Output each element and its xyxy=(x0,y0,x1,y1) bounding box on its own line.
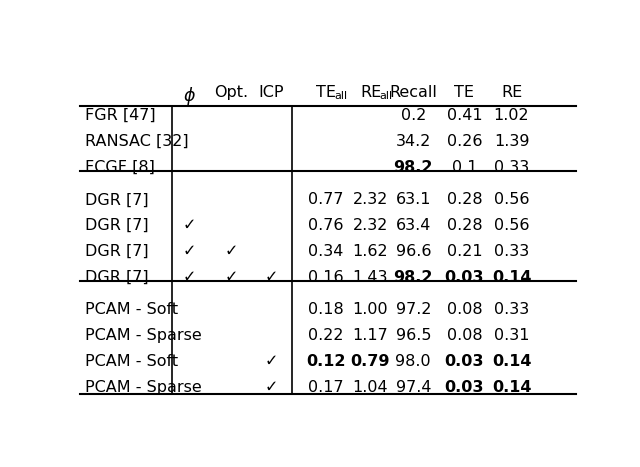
Text: 97.2: 97.2 xyxy=(396,302,431,318)
Text: ✓: ✓ xyxy=(264,380,278,395)
Text: 0.33: 0.33 xyxy=(494,244,529,259)
Text: ✓: ✓ xyxy=(264,354,278,369)
Text: 0.16: 0.16 xyxy=(308,270,343,285)
Text: DGR [7]: DGR [7] xyxy=(85,270,148,285)
Text: 0.08: 0.08 xyxy=(447,302,482,318)
Text: 0.28: 0.28 xyxy=(447,218,482,233)
Text: 0.2: 0.2 xyxy=(401,108,426,123)
Text: 0.14: 0.14 xyxy=(492,380,531,395)
Text: TE: TE xyxy=(316,85,335,100)
Text: DGR [7]: DGR [7] xyxy=(85,218,148,233)
Text: 0.18: 0.18 xyxy=(308,302,344,318)
Text: 98.2: 98.2 xyxy=(394,270,433,285)
Text: ✓: ✓ xyxy=(182,244,196,259)
Text: 1.17: 1.17 xyxy=(352,328,388,343)
Text: 0.1: 0.1 xyxy=(452,160,477,175)
Text: 1.39: 1.39 xyxy=(494,134,529,149)
Text: 2.32: 2.32 xyxy=(353,192,388,207)
Text: ✓: ✓ xyxy=(225,270,238,285)
Text: TE: TE xyxy=(454,85,474,100)
Text: 0.12: 0.12 xyxy=(306,354,345,369)
Text: RANSAC [32]: RANSAC [32] xyxy=(85,134,189,149)
Text: 96.5: 96.5 xyxy=(396,328,431,343)
Text: 0.56: 0.56 xyxy=(494,218,529,233)
Text: 96.6: 96.6 xyxy=(396,244,431,259)
Text: 63.1: 63.1 xyxy=(396,192,431,207)
Text: 97.4: 97.4 xyxy=(396,380,431,395)
Text: 98.0: 98.0 xyxy=(396,354,431,369)
Text: 0.33: 0.33 xyxy=(494,302,529,318)
Text: Recall: Recall xyxy=(389,85,437,100)
Text: ✓: ✓ xyxy=(225,244,238,259)
Text: 1.04: 1.04 xyxy=(353,380,388,395)
Text: PCAM - Soft: PCAM - Soft xyxy=(85,302,178,318)
Text: ✓: ✓ xyxy=(182,218,196,233)
Text: $\phi$: $\phi$ xyxy=(182,85,196,107)
Text: 0.76: 0.76 xyxy=(308,218,343,233)
Text: ✓: ✓ xyxy=(182,270,196,285)
Text: 0.28: 0.28 xyxy=(447,192,482,207)
Text: all: all xyxy=(379,91,392,100)
Text: FGR [47]: FGR [47] xyxy=(85,108,156,123)
Text: 0.31: 0.31 xyxy=(494,328,529,343)
Text: 0.03: 0.03 xyxy=(445,270,484,285)
Text: 0.79: 0.79 xyxy=(351,354,390,369)
Text: all: all xyxy=(335,91,348,100)
Text: FCGF [8]: FCGF [8] xyxy=(85,160,155,175)
Text: 1.43: 1.43 xyxy=(353,270,388,285)
Text: 98.2: 98.2 xyxy=(394,160,433,175)
Text: DGR [7]: DGR [7] xyxy=(85,244,148,259)
Text: 0.17: 0.17 xyxy=(308,380,343,395)
Text: 0.08: 0.08 xyxy=(447,328,482,343)
Text: 0.77: 0.77 xyxy=(308,192,343,207)
Text: DGR [7]: DGR [7] xyxy=(85,192,148,207)
Text: 0.22: 0.22 xyxy=(308,328,343,343)
Text: 0.03: 0.03 xyxy=(445,380,484,395)
Text: RE: RE xyxy=(501,85,522,100)
Text: 0.56: 0.56 xyxy=(494,192,529,207)
Text: PCAM - Sparse: PCAM - Sparse xyxy=(85,380,202,395)
Text: 0.26: 0.26 xyxy=(447,134,482,149)
Text: 0.03: 0.03 xyxy=(445,354,484,369)
Text: RE: RE xyxy=(360,85,381,100)
Text: 1.00: 1.00 xyxy=(353,302,388,318)
Text: ✓: ✓ xyxy=(264,270,278,285)
Text: 0.33: 0.33 xyxy=(494,160,529,175)
Text: 1.02: 1.02 xyxy=(493,108,529,123)
Text: 34.2: 34.2 xyxy=(396,134,431,149)
Text: 0.14: 0.14 xyxy=(492,270,531,285)
Text: ICP: ICP xyxy=(258,85,284,100)
Text: 1.62: 1.62 xyxy=(353,244,388,259)
Text: 0.34: 0.34 xyxy=(308,244,343,259)
Text: 63.4: 63.4 xyxy=(396,218,431,233)
Text: 0.41: 0.41 xyxy=(447,108,482,123)
Text: 2.32: 2.32 xyxy=(353,218,388,233)
Text: 0.14: 0.14 xyxy=(492,354,531,369)
Text: Opt.: Opt. xyxy=(214,85,248,100)
Text: PCAM - Sparse: PCAM - Sparse xyxy=(85,328,202,343)
Text: 0.21: 0.21 xyxy=(447,244,482,259)
Text: PCAM - Soft: PCAM - Soft xyxy=(85,354,178,369)
